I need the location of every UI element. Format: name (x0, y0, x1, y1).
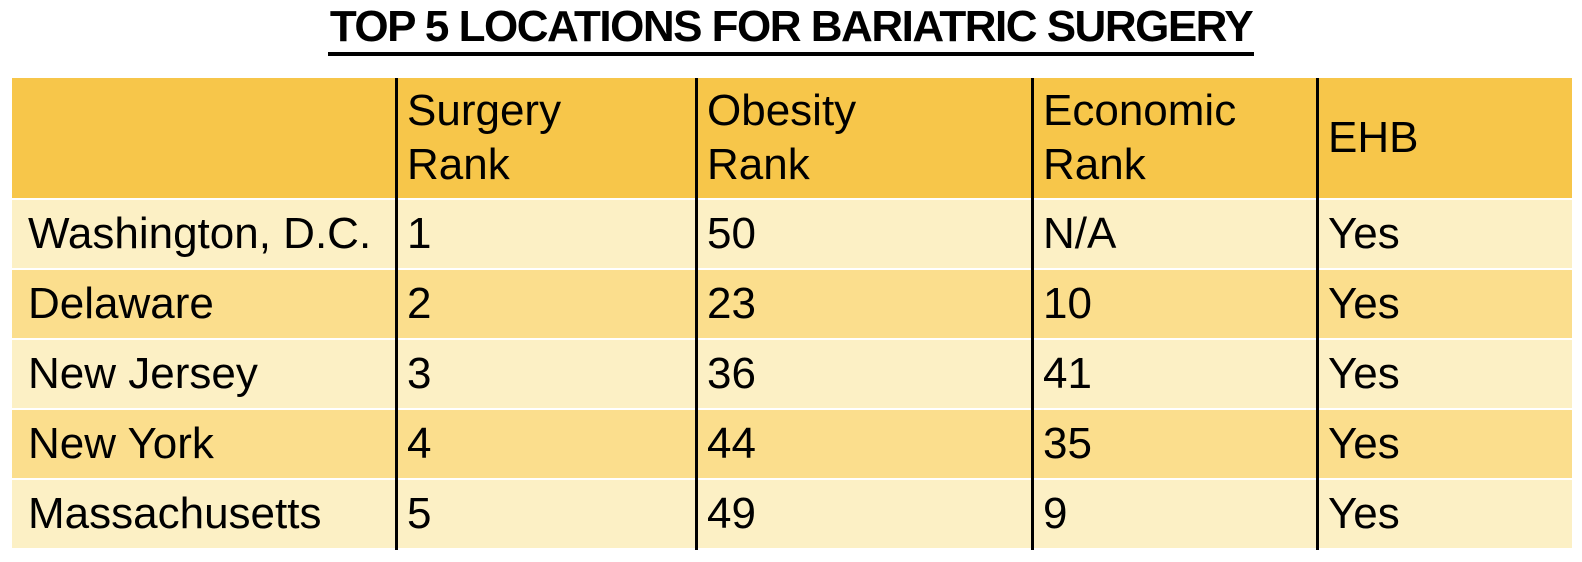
cell-location: Delaware (28, 278, 214, 328)
header-cell-economic-rank: Economic Rank (1043, 86, 1237, 189)
table-row: New Jersey 3 36 41 Yes (12, 340, 1572, 408)
cell-obesity-rank: 50 (707, 208, 756, 258)
cell-location: New Jersey (28, 348, 258, 398)
bariatric-surgery-table: Surgery Rank Obesity Rank Economic Rank … (12, 78, 1572, 550)
cell-obesity-rank: 49 (707, 488, 756, 538)
table-row: Massachusetts 5 49 9 Yes (12, 480, 1572, 548)
cell-surgery-rank: 5 (407, 488, 432, 538)
cell-ehb: Yes (1328, 488, 1400, 538)
column-divider-1 (395, 78, 398, 550)
cell-economic-rank: 41 (1043, 348, 1092, 398)
page-title: TOP 5 LOCATIONS FOR BARIATRIC SURGERY (327, 5, 1255, 56)
header-cell-surgery-rank: Surgery Rank (407, 86, 562, 189)
cell-obesity-rank: 44 (707, 418, 756, 468)
cell-obesity-rank: 36 (707, 348, 756, 398)
column-divider-4 (1316, 78, 1319, 550)
column-divider-3 (1031, 78, 1034, 550)
table-row: New York 4 44 35 Yes (12, 410, 1572, 478)
table-body: Washington, D.C. 1 50 N/A Yes Delaware 2… (12, 200, 1572, 548)
cell-economic-rank: N/A (1043, 208, 1117, 258)
cell-obesity-rank: 23 (707, 278, 756, 328)
cell-surgery-rank: 2 (407, 278, 432, 328)
header-cell-obesity-rank: Obesity Rank (707, 86, 857, 189)
table-header-row: Surgery Rank Obesity Rank Economic Rank … (12, 78, 1572, 198)
table-row: Washington, D.C. 1 50 N/A Yes (12, 200, 1572, 268)
cell-ehb: Yes (1328, 348, 1400, 398)
header-cell-ehb: EHB (1328, 113, 1419, 163)
cell-surgery-rank: 1 (407, 208, 432, 258)
cell-economic-rank: 10 (1043, 278, 1092, 328)
cell-economic-rank: 9 (1043, 488, 1068, 538)
cell-surgery-rank: 4 (407, 418, 432, 468)
cell-location: Washington, D.C. (28, 208, 372, 258)
cell-ehb: Yes (1328, 208, 1400, 258)
table-row: Delaware 2 23 10 Yes (12, 270, 1572, 338)
column-divider-2 (695, 78, 698, 550)
cell-economic-rank: 35 (1043, 418, 1092, 468)
cell-surgery-rank: 3 (407, 348, 432, 398)
title-wrap: TOP 5 LOCATIONS FOR BARIATRIC SURGERY (0, 5, 1582, 56)
cell-location: Massachusetts (28, 488, 322, 538)
cell-location: New York (28, 418, 214, 468)
cell-ehb: Yes (1328, 418, 1400, 468)
header-cell-location (12, 78, 397, 198)
cell-ehb: Yes (1328, 278, 1400, 328)
